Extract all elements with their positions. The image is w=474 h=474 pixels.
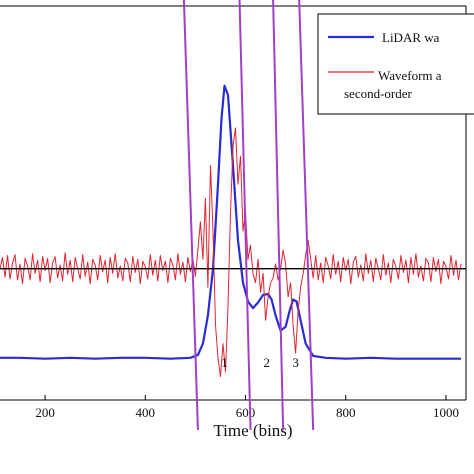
legend-box [317,13,474,115]
x-tick-label-800: 800 [336,405,356,420]
segment-label-2: 2 [263,355,270,370]
legend-label-lidar: LiDAR wa [382,30,440,45]
x-tick-label-200: 200 [35,405,55,420]
x-tick-label-1000: 1000 [433,405,459,420]
series-waveform-second-order-line [0,127,462,377]
x-tick-label-600: 600 [236,405,256,420]
segment-boundary-line-1 [182,0,199,431]
segment-label-1: 1 [221,355,228,370]
series-lidar-waveform-line [0,84,461,360]
segment-label-3: 3 [292,355,299,370]
segment-boundary-line-4 [298,0,315,431]
x-tick-label-400: 400 [136,405,156,420]
legend-label-waveform-line2: second-order [344,86,413,101]
legend-label-waveform: Waveform a [378,68,442,83]
segment-boundary-line-2 [238,0,252,431]
segment-boundary-line-3 [272,0,285,431]
x-axis-label: Time (bins) [213,421,292,440]
